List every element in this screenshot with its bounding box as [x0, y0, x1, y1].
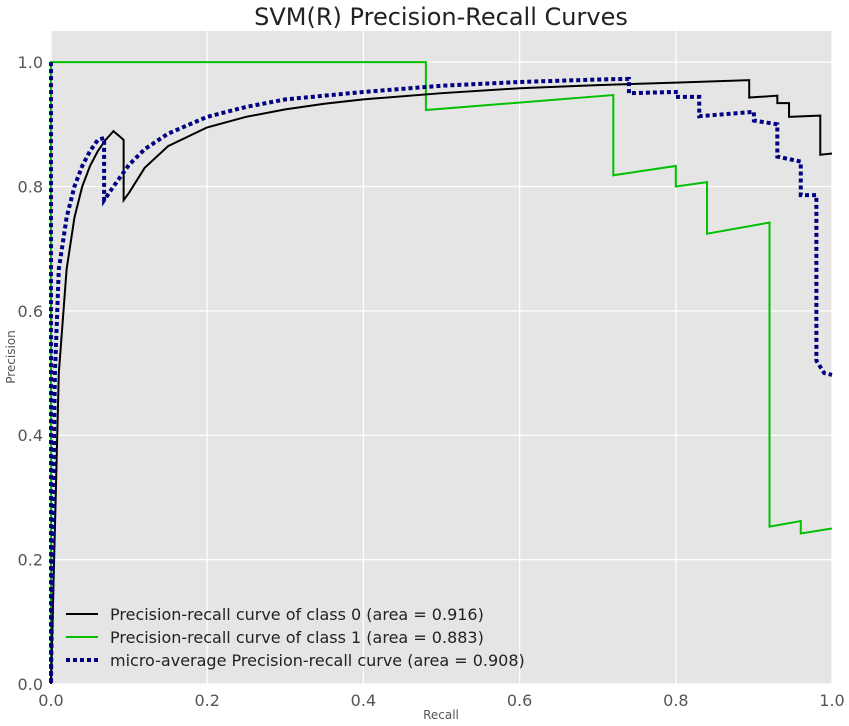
y-tick-label: 0.6: [18, 302, 43, 321]
legend-entry-2: micro-average Precision-recall curve (ar…: [110, 651, 525, 670]
x-axis-label: Recall: [423, 708, 459, 722]
y-tick-label: 0.2: [18, 551, 43, 570]
x-tick-label: 0.6: [507, 691, 532, 710]
series-line-1: [50, 61, 833, 684]
series-layer: [49, 61, 833, 685]
y-tick-label: 0.4: [18, 426, 43, 445]
x-tick-label: 0.0: [38, 691, 63, 710]
x-tick-label: 1.0: [819, 691, 844, 710]
legend: Precision-recall curve of class 0 (area …: [66, 605, 525, 670]
legend-entry-0: Precision-recall curve of class 0 (area …: [110, 605, 484, 624]
y-tick-label: 0.0: [18, 675, 43, 694]
series-line-0: [50, 79, 833, 685]
tick-labels: 0.0 0.2 0.4 0.6 0.8 1.0 0.0 0.2 0.4 0.6 0.8 1.0: [18, 53, 845, 710]
y-axis-label: Precision: [4, 330, 18, 384]
plot-area: [51, 31, 832, 684]
x-tick-label: 0.8: [663, 691, 688, 710]
x-tick-label: 0.4: [351, 691, 376, 710]
x-tick-label: 0.2: [194, 691, 219, 710]
series-line-2: [49, 62, 833, 685]
legend-entry-1: Precision-recall curve of class 1 (area …: [110, 628, 484, 647]
chart-title: SVM(R) Precision-Recall Curves: [254, 3, 628, 31]
y-tick-label: 1.0: [18, 53, 43, 72]
y-tick-label: 0.8: [18, 177, 43, 196]
